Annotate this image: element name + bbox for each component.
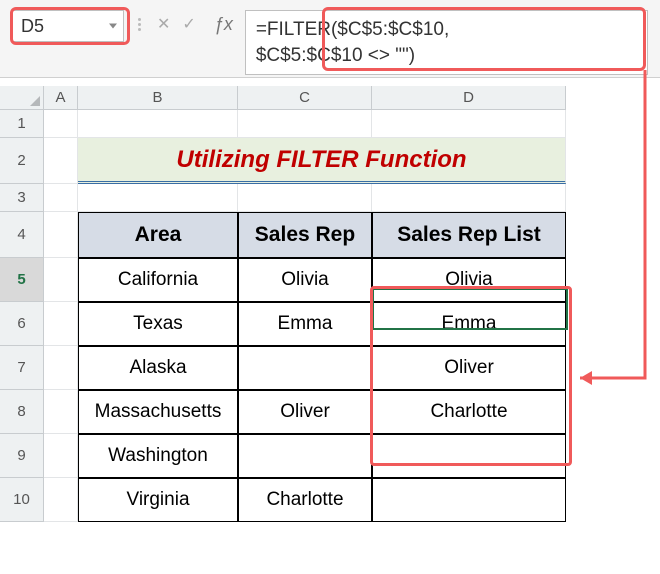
- cell-A5[interactable]: [44, 258, 78, 302]
- cell-C9[interactable]: [238, 434, 372, 478]
- col-header-C[interactable]: C: [238, 86, 372, 110]
- cell-D6[interactable]: Emma: [372, 302, 566, 346]
- cell-B5[interactable]: California: [78, 258, 238, 302]
- row-4: 4 Area Sales Rep Sales Rep List: [0, 212, 660, 258]
- drag-dots-icon: [138, 18, 141, 31]
- row-header-3[interactable]: 3: [0, 184, 44, 212]
- fx-icon[interactable]: ƒx: [210, 10, 237, 35]
- cell-D8[interactable]: Charlotte: [372, 390, 566, 434]
- cell-C1[interactable]: [238, 110, 372, 138]
- cell-B8[interactable]: Massachusetts: [78, 390, 238, 434]
- row-7: 7 Alaska Oliver: [0, 346, 660, 390]
- cell-B1[interactable]: [78, 110, 238, 138]
- col-header-B[interactable]: B: [78, 86, 238, 110]
- cell-D3[interactable]: [372, 184, 566, 212]
- header-area[interactable]: Area: [78, 212, 238, 258]
- cell-A10[interactable]: [44, 478, 78, 522]
- column-headers: A B C D: [44, 86, 660, 110]
- chevron-down-icon[interactable]: [109, 24, 117, 29]
- cell-B10[interactable]: Virginia: [78, 478, 238, 522]
- cell-A6[interactable]: [44, 302, 78, 346]
- formula-toolbar: D5 ✕ ✓ ƒx =FILTER($C$5:$C$10, $C$5:$C$10…: [0, 0, 660, 78]
- row-header-1[interactable]: 1: [0, 110, 44, 138]
- row-2: 2 Utilizing FILTER Function: [0, 138, 660, 184]
- name-box[interactable]: D5: [12, 10, 124, 42]
- row-6: 6 Texas Emma Emma: [0, 302, 660, 346]
- row-1: 1: [0, 110, 660, 138]
- row-10: 10 Virginia Charlotte: [0, 478, 660, 522]
- cell-C6[interactable]: Emma: [238, 302, 372, 346]
- cell-A4[interactable]: [44, 212, 78, 258]
- row-8: 8 Massachusetts Oliver Charlotte: [0, 390, 660, 434]
- row-header-9[interactable]: 9: [0, 434, 44, 478]
- formula-line2: $C$5:$C$10 <> ""): [256, 43, 637, 69]
- cell-B6[interactable]: Texas: [78, 302, 238, 346]
- name-box-value: D5: [21, 16, 44, 37]
- cell-D7[interactable]: Oliver: [372, 346, 566, 390]
- row-header-10[interactable]: 10: [0, 478, 44, 522]
- formula-buttons: ✕ ✓: [132, 10, 202, 38]
- row-header-4[interactable]: 4: [0, 212, 44, 258]
- row-header-8[interactable]: 8: [0, 390, 44, 434]
- row-3: 3: [0, 184, 660, 212]
- cell-D5[interactable]: Olivia: [372, 258, 566, 302]
- cell-C8[interactable]: Oliver: [238, 390, 372, 434]
- cell-D10[interactable]: [372, 478, 566, 522]
- cell-C10[interactable]: Charlotte: [238, 478, 372, 522]
- row-header-7[interactable]: 7: [0, 346, 44, 390]
- cell-A1[interactable]: [44, 110, 78, 138]
- select-all-corner[interactable]: [0, 86, 44, 110]
- header-salesreplist[interactable]: Sales Rep List: [372, 212, 566, 258]
- cell-A9[interactable]: [44, 434, 78, 478]
- formula-line1: =FILTER($C$5:$C$10,: [256, 17, 637, 43]
- row-header-2[interactable]: 2: [0, 138, 44, 184]
- cancel-icon[interactable]: ✕: [157, 14, 170, 34]
- enter-icon[interactable]: ✓: [182, 14, 195, 34]
- cell-A3[interactable]: [44, 184, 78, 212]
- spreadsheet-grid: A B C D 1 2 Utilizing FILTER Function 3 …: [0, 78, 660, 522]
- cell-C7[interactable]: [238, 346, 372, 390]
- cell-A7[interactable]: [44, 346, 78, 390]
- cell-A8[interactable]: [44, 390, 78, 434]
- cell-B7[interactable]: Alaska: [78, 346, 238, 390]
- row-header-6[interactable]: 6: [0, 302, 44, 346]
- cell-D9[interactable]: [372, 434, 566, 478]
- row-header-5[interactable]: 5: [0, 258, 44, 302]
- col-header-D[interactable]: D: [372, 86, 566, 110]
- cell-C5[interactable]: Olivia: [238, 258, 372, 302]
- row-5: 5 California Olivia Olivia: [0, 258, 660, 302]
- formula-bar[interactable]: =FILTER($C$5:$C$10, $C$5:$C$10 <> ""): [245, 10, 648, 75]
- cell-C3[interactable]: [238, 184, 372, 212]
- cell-D1[interactable]: [372, 110, 566, 138]
- cell-B3[interactable]: [78, 184, 238, 212]
- cell-A2[interactable]: [44, 138, 78, 184]
- cell-B9[interactable]: Washington: [78, 434, 238, 478]
- header-salesrep[interactable]: Sales Rep: [238, 212, 372, 258]
- row-9: 9 Washington: [0, 434, 660, 478]
- title-cell[interactable]: Utilizing FILTER Function: [78, 138, 566, 184]
- col-header-A[interactable]: A: [44, 86, 78, 110]
